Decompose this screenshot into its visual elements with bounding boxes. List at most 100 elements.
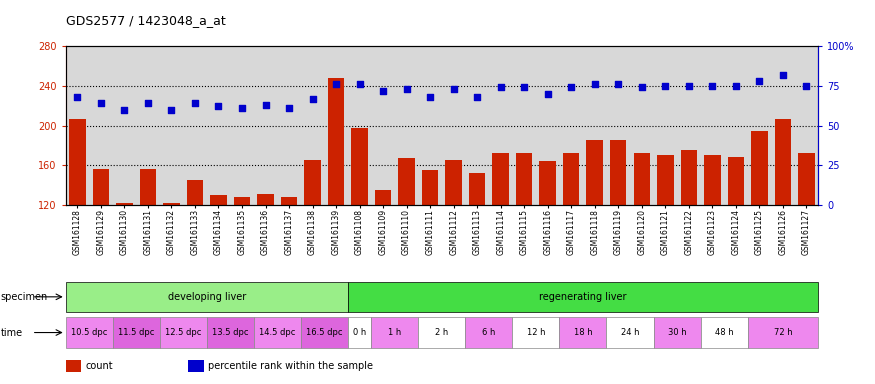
Bar <box>701 317 747 348</box>
Bar <box>160 317 206 348</box>
Point <box>752 78 766 84</box>
Bar <box>586 141 603 324</box>
Point <box>800 83 814 89</box>
Bar <box>540 161 556 324</box>
Text: 12 h: 12 h <box>527 328 545 337</box>
Point <box>493 84 507 91</box>
Bar <box>352 127 367 324</box>
Text: 24 h: 24 h <box>620 328 640 337</box>
Bar <box>93 169 109 324</box>
Bar <box>681 151 697 324</box>
Bar <box>234 197 250 324</box>
Point <box>353 81 367 87</box>
Bar <box>513 317 559 348</box>
Bar <box>563 153 579 324</box>
Bar <box>445 161 462 324</box>
Point <box>376 88 390 94</box>
Text: 16.5 dpc: 16.5 dpc <box>306 328 342 337</box>
Bar <box>657 156 674 324</box>
Bar <box>254 317 301 348</box>
Bar <box>206 317 254 348</box>
Point <box>470 94 484 100</box>
Bar <box>164 203 179 324</box>
Bar <box>69 119 86 324</box>
Point <box>776 72 790 78</box>
Bar <box>140 169 156 324</box>
Point <box>424 94 438 100</box>
Text: 30 h: 30 h <box>668 328 686 337</box>
Text: 10.5 dpc: 10.5 dpc <box>71 328 108 337</box>
Bar <box>418 317 466 348</box>
Bar <box>301 317 348 348</box>
Bar <box>610 141 626 324</box>
Bar <box>188 360 204 372</box>
Bar <box>654 317 701 348</box>
Bar <box>422 170 438 324</box>
Bar <box>374 190 391 324</box>
Bar <box>747 317 818 348</box>
Text: developing liver: developing liver <box>168 292 246 302</box>
Text: 72 h: 72 h <box>774 328 792 337</box>
Point <box>705 83 719 89</box>
Text: 1 h: 1 h <box>388 328 402 337</box>
Point <box>446 86 460 92</box>
Bar <box>66 317 113 348</box>
Point <box>70 94 84 100</box>
Text: 18 h: 18 h <box>574 328 592 337</box>
Text: 13.5 dpc: 13.5 dpc <box>212 328 248 337</box>
Bar <box>348 281 818 312</box>
Bar <box>304 161 321 324</box>
Bar <box>634 153 650 324</box>
Bar <box>328 78 344 324</box>
Text: 2 h: 2 h <box>435 328 449 337</box>
Text: 14.5 dpc: 14.5 dpc <box>259 328 296 337</box>
Point <box>517 84 531 91</box>
Bar <box>116 203 133 324</box>
Point <box>305 96 319 102</box>
Bar <box>516 153 532 324</box>
Text: 0 h: 0 h <box>353 328 367 337</box>
Bar <box>281 197 298 324</box>
Point <box>164 107 178 113</box>
Point <box>329 81 343 87</box>
Text: specimen: specimen <box>1 292 48 302</box>
Bar <box>186 180 203 324</box>
Bar <box>210 195 227 324</box>
Bar <box>704 156 720 324</box>
Point <box>682 83 696 89</box>
Bar <box>371 317 418 348</box>
Point <box>729 83 743 89</box>
Point <box>634 84 648 91</box>
Bar <box>728 157 744 324</box>
Point <box>141 100 155 106</box>
Point <box>588 81 602 87</box>
Text: 12.5 dpc: 12.5 dpc <box>165 328 201 337</box>
Bar <box>606 317 654 348</box>
Bar <box>113 317 160 348</box>
Bar <box>493 153 509 324</box>
Bar <box>398 158 415 324</box>
Bar <box>559 317 606 348</box>
Bar <box>798 153 815 324</box>
Point <box>282 105 296 111</box>
Text: count: count <box>86 361 114 371</box>
Bar <box>466 317 513 348</box>
Bar <box>751 131 767 324</box>
Point <box>235 105 249 111</box>
Text: 11.5 dpc: 11.5 dpc <box>118 328 154 337</box>
Bar <box>774 119 791 324</box>
Bar <box>469 173 486 324</box>
Point <box>258 102 272 108</box>
Bar <box>257 194 274 324</box>
Point <box>212 103 226 109</box>
Text: 6 h: 6 h <box>482 328 495 337</box>
Text: GDS2577 / 1423048_a_at: GDS2577 / 1423048_a_at <box>66 14 226 27</box>
Point <box>658 83 672 89</box>
Point <box>400 86 414 92</box>
Bar <box>66 360 81 372</box>
Bar <box>66 281 348 312</box>
Point <box>612 81 626 87</box>
Point <box>117 107 131 113</box>
Text: 48 h: 48 h <box>715 328 733 337</box>
Text: percentile rank within the sample: percentile rank within the sample <box>208 361 374 371</box>
